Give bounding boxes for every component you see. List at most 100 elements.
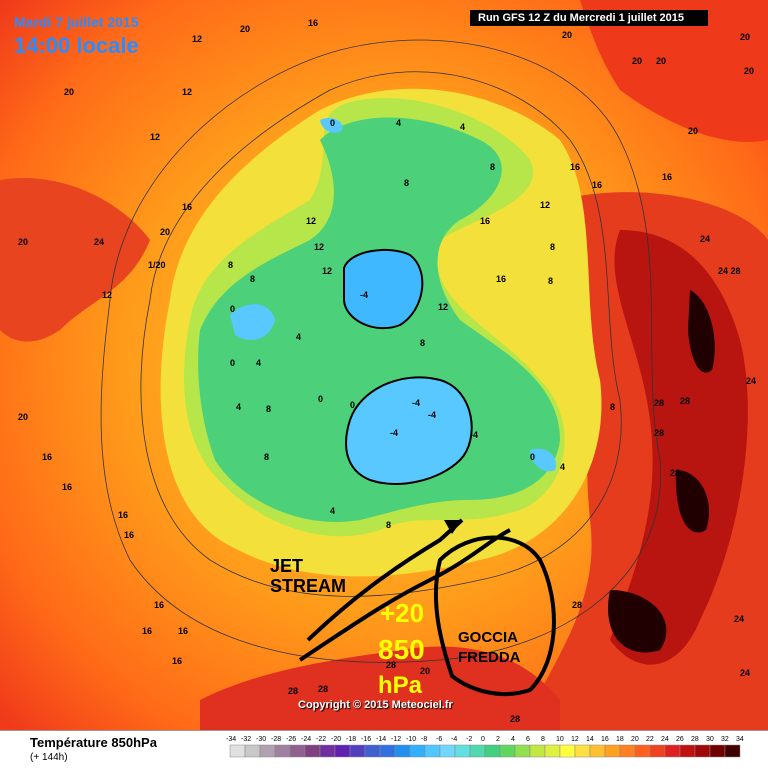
isotherm-value-label: 8: [386, 520, 391, 530]
isotherm-value-label: 16: [118, 510, 128, 520]
isotherm-value-label: 8: [404, 178, 409, 188]
isotherm-value-label: 4: [560, 462, 565, 472]
isotherm-value-label: 16: [124, 530, 134, 540]
legend-tick-label: 10: [556, 736, 564, 743]
legend-tick-label: -2: [466, 736, 472, 743]
isotherm-value-label: 28: [510, 714, 520, 724]
legend-color-swatch: [499, 744, 516, 758]
isotherm-value-label: 4: [236, 402, 241, 412]
isotherm-value-label: 12: [322, 266, 332, 276]
isotherm-value-label: 20: [160, 227, 170, 237]
legend-tick-label: 6: [526, 736, 530, 743]
legend-color-swatch: [529, 744, 546, 758]
legend-color-swatch: [439, 744, 456, 758]
isotherm-value-label: 12: [438, 302, 448, 312]
legend-color-swatch: [349, 744, 366, 758]
isotherm-value-label: 20: [420, 666, 430, 676]
isotherm-value-label: 0: [230, 358, 235, 368]
isotherm-value-label: 16: [142, 626, 152, 636]
hot-region-northeast: [580, 0, 768, 142]
legend-color-swatch: [244, 744, 261, 758]
isotherm-value-label: 28: [680, 396, 690, 406]
isotherm-value-label: 20: [632, 56, 642, 66]
legend-tick-label: -28: [271, 736, 281, 743]
legend-color-swatch: [274, 744, 291, 758]
legend-tick-label: 26: [676, 736, 684, 743]
cold-drop-outline: [433, 535, 556, 697]
goccia-label-line1: GOCCIA: [458, 629, 518, 646]
isotherm-value-label: 1/20: [148, 260, 166, 270]
legend-tick-label: 28: [691, 736, 699, 743]
level-annotation: 850: [378, 634, 425, 665]
isotherm-value-label: 24 28: [718, 266, 741, 276]
isotherm-value-label: 24: [740, 668, 750, 678]
legend-tick-label: 34: [736, 736, 744, 743]
legend-tick-label: 16: [601, 736, 609, 743]
legend-color-swatch: [469, 744, 486, 758]
jet-label-line2: STREAM: [270, 576, 346, 596]
legend-color-swatch: [709, 744, 726, 758]
isotherm-value-label: 16: [154, 600, 164, 610]
isotherm-value-label: 28: [670, 468, 680, 478]
contour-16: [100, 39, 662, 663]
extreme-core-2: [675, 470, 710, 533]
isotherm-value-label: 24: [734, 614, 744, 624]
isotherm-value-label: 20: [744, 66, 754, 76]
jet-stream-arrow-line: [298, 528, 511, 662]
extreme-core-1: [688, 290, 715, 373]
cold-pool-arctic: [344, 249, 423, 329]
legend-color-swatch: [364, 744, 381, 758]
isotherm-value-label: 16: [182, 202, 192, 212]
copyright-text: Copyright © 2015 Meteociel.fr: [298, 699, 453, 711]
isotherm-value-label: 20: [656, 56, 666, 66]
legend-tick-label: 24: [661, 736, 669, 743]
legend-color-swatch: [694, 744, 711, 758]
contour-12: [140, 71, 622, 597]
isotherm-value-label: 24: [700, 234, 710, 244]
unit-annotation: hPa: [378, 672, 423, 699]
legend-tick-label: 4: [511, 736, 515, 743]
isotherm-value-label: 24: [94, 237, 104, 247]
legend-color-swatch: [619, 744, 636, 758]
hot-region-south: [200, 646, 560, 730]
isotherm-value-label: 28: [654, 428, 664, 438]
isotherm-value-label: 12: [192, 34, 202, 44]
isotherm-value-label: 0: [350, 400, 355, 410]
isotherm-value-label: 16: [42, 452, 52, 462]
isotherm-value-label: 12: [150, 132, 160, 142]
color-scale-bar: -34 -32 -30 -28 -26 -24 -22 -20 -18 -16 -14 -12 -10-…: [226, 736, 744, 758]
legend-color-swatch: [664, 744, 681, 758]
contour-zero-arctic: [343, 248, 424, 330]
legend-tick-label: 8: [541, 736, 545, 743]
legend-tick-label: -30: [256, 736, 266, 743]
isotherm-value-label: 20: [240, 24, 250, 34]
legend-color-swatch: [319, 744, 336, 758]
isotherm-value-label: -4: [390, 428, 398, 438]
isotherm-value-label: 0: [318, 394, 323, 404]
forecast-time: 14:00 locale: [14, 33, 139, 58]
isotherm-value-label: 16: [62, 482, 72, 492]
cold-pool-scandinavia: [346, 377, 472, 484]
legend-tick-label: -18: [346, 736, 356, 743]
legend-color-swatch: [484, 744, 501, 758]
isotherm-value-label: 8: [550, 242, 555, 252]
legend-color-swatch: [604, 744, 621, 758]
jet-stream-arrowhead: [444, 520, 462, 534]
model-run-label: Run GFS 12 Z du Mercredi 1 juillet 2015: [470, 10, 708, 26]
isotherm-value-label: 16: [570, 162, 580, 172]
isotherm-value-label: 12: [314, 242, 324, 252]
isotherm-value-label: 20: [740, 32, 750, 42]
legend-color-swatch: [409, 744, 426, 758]
isotherm-value-label: 8: [228, 260, 233, 270]
jet-stream-annotation: JET STREAM: [270, 556, 346, 596]
legend-tick-label: -8: [421, 736, 427, 743]
cold-pool-hudson: [230, 304, 275, 340]
cold-drop-annotation: GOCCIA FREDDA: [458, 628, 521, 668]
legend-color-swatch: [289, 744, 306, 758]
isotherm-value-label: 20: [64, 87, 74, 97]
legend-tick-label: 30: [706, 736, 714, 743]
legend-color-swatch: [649, 744, 666, 758]
legend-tick-label: 32: [721, 736, 729, 743]
cold-pool-small: [320, 118, 343, 133]
isotherm-value-label: 28: [288, 686, 298, 696]
